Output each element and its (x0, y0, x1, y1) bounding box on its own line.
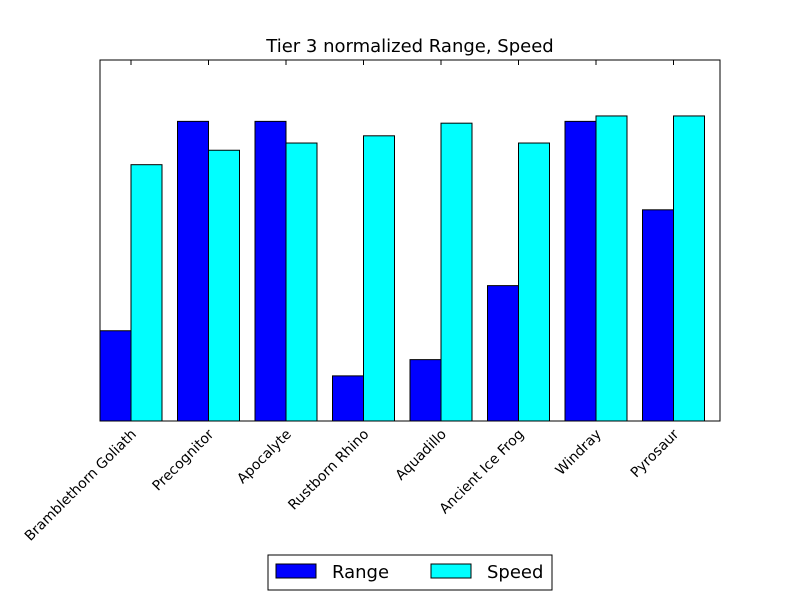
legend-label-speed: Speed (487, 562, 543, 583)
x-tick-label: Ancient Ice Frog (437, 427, 528, 518)
plot-area-frame (99, 59, 721, 422)
x-tick-label: Windray (553, 427, 605, 479)
bar-speed-4 (363, 135, 395, 422)
x-tick-label: Rustborn Rhino (285, 427, 372, 514)
bar-speed-7 (595, 115, 628, 422)
bar-range-1 (99, 330, 132, 422)
bars-group (99, 115, 705, 422)
bar-range-5 (409, 359, 442, 422)
bar-speed-3 (285, 142, 318, 422)
x-tick-label: Precognitor (149, 426, 217, 494)
bar-speed-5 (440, 122, 473, 422)
bar-range-2 (177, 120, 209, 422)
x-tick-label: Bramblethorn Goliath (22, 427, 140, 545)
legend-label-range: Range (332, 562, 389, 583)
bar-range-7 (564, 120, 597, 422)
legend: Range Speed (267, 554, 553, 591)
legend-swatch-range (275, 563, 317, 579)
bar-speed-2 (208, 149, 240, 422)
x-tick-label: Apocalyte (234, 427, 295, 488)
x-tick-label: Aquadillo (393, 427, 450, 484)
bar-range-8 (642, 209, 674, 422)
bar-range-6 (487, 285, 519, 422)
bar-speed-8 (673, 115, 705, 422)
bar-speed-1 (130, 164, 163, 422)
chart-title: Tier 3 normalized Range, Speed (265, 36, 553, 57)
bar-range-3 (254, 120, 287, 422)
legend-swatch-speed (430, 563, 472, 579)
x-tick-label: Pyrosaur (628, 426, 683, 481)
bar-speed-6 (518, 142, 550, 422)
bar-range-4 (332, 375, 364, 422)
